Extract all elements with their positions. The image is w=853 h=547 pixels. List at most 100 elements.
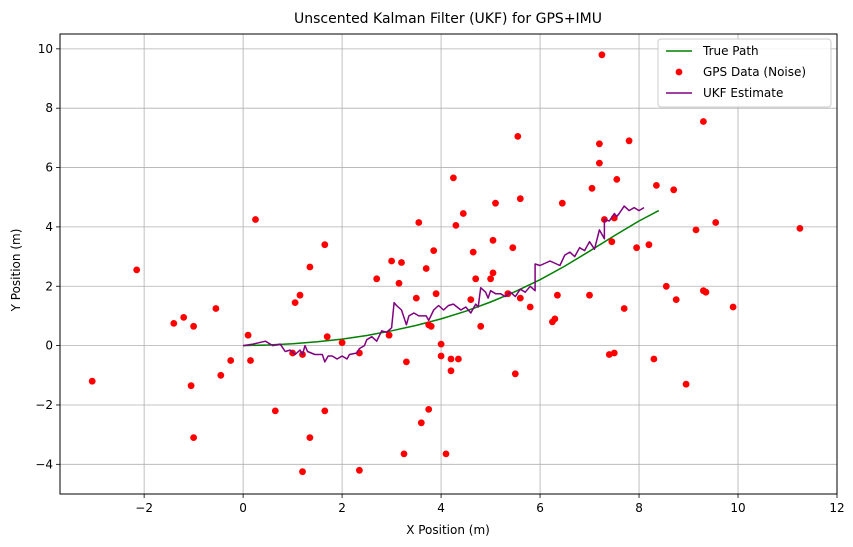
gps-point bbox=[477, 322, 485, 330]
gps-point bbox=[180, 314, 188, 321]
gps-point bbox=[400, 450, 408, 458]
gps-point bbox=[88, 377, 96, 385]
gps-point bbox=[598, 51, 606, 59]
gps-point bbox=[662, 282, 670, 290]
y-tick-label: 8 bbox=[45, 101, 53, 115]
gps-point bbox=[452, 222, 460, 229]
gps-point bbox=[212, 305, 220, 312]
gps-point bbox=[489, 269, 497, 277]
gps-point bbox=[425, 406, 433, 413]
gps-point bbox=[447, 367, 455, 375]
ukf-estimate-line bbox=[242, 205, 645, 363]
gps-point bbox=[692, 226, 700, 234]
y-tick-label: 6 bbox=[45, 161, 53, 175]
gps-point bbox=[450, 174, 457, 182]
y-tick-label: 10 bbox=[38, 42, 53, 56]
gps-point bbox=[613, 176, 621, 183]
x-ticks: −2 0 2 4 6 8 10 12 bbox=[135, 494, 845, 515]
gps-point bbox=[702, 288, 710, 296]
gps-point bbox=[442, 450, 450, 458]
gps-point bbox=[653, 182, 660, 189]
gps-point bbox=[403, 358, 410, 366]
x-axis-label: X Position (m) bbox=[406, 523, 490, 537]
x-tick-label: 2 bbox=[338, 501, 346, 515]
true-path-line bbox=[243, 209, 660, 347]
gps-point bbox=[190, 322, 198, 330]
gps-point bbox=[338, 339, 346, 346]
gps-point bbox=[385, 331, 393, 339]
gps-point bbox=[596, 140, 603, 148]
legend-swatch bbox=[675, 68, 683, 76]
gps-point bbox=[170, 320, 178, 327]
gps-point bbox=[187, 382, 195, 390]
gps-point bbox=[437, 352, 445, 360]
y-tick-label: 4 bbox=[45, 220, 53, 234]
gps-point bbox=[244, 331, 252, 339]
series-true-path bbox=[243, 209, 660, 347]
gps-point bbox=[422, 265, 430, 272]
gps-point bbox=[412, 294, 420, 302]
gps-point bbox=[247, 357, 254, 364]
gps-point bbox=[306, 434, 314, 441]
gps-point bbox=[321, 241, 329, 249]
gps-point bbox=[712, 219, 720, 226]
series-gps-data-noise bbox=[88, 51, 804, 476]
y-tick-label: 0 bbox=[45, 339, 53, 353]
gps-point bbox=[469, 248, 477, 256]
gps-point bbox=[388, 257, 395, 265]
gps-point bbox=[472, 275, 480, 283]
gps-point bbox=[511, 370, 519, 378]
gps-point bbox=[729, 303, 737, 311]
gps-point bbox=[398, 259, 405, 266]
gps-point bbox=[516, 195, 524, 203]
series-ukf-estimate bbox=[242, 205, 645, 363]
gps-point bbox=[682, 380, 690, 388]
y-tick-label: 2 bbox=[45, 279, 53, 293]
series-layer bbox=[88, 51, 804, 476]
gps-point bbox=[526, 303, 534, 311]
gps-point bbox=[492, 199, 499, 207]
gps-point bbox=[558, 199, 566, 207]
legend-label: GPS Data (Noise) bbox=[703, 65, 806, 79]
gps-point bbox=[252, 216, 259, 223]
x-tick-label: 0 bbox=[239, 501, 247, 515]
gps-point bbox=[554, 291, 561, 299]
y-tick-label: −2 bbox=[35, 398, 53, 412]
gps-point bbox=[514, 133, 522, 140]
x-tick-label: 12 bbox=[829, 501, 844, 515]
legend-label: UKF Estimate bbox=[703, 86, 783, 100]
gps-point bbox=[586, 291, 593, 299]
x-tick-label: 8 bbox=[635, 501, 643, 515]
gps-point bbox=[610, 349, 618, 357]
x-tick-label: 4 bbox=[437, 501, 445, 515]
gps-point bbox=[271, 407, 279, 415]
y-ticks: −4 −2 0 2 4 6 8 10 bbox=[35, 42, 60, 471]
gps-point bbox=[190, 434, 198, 441]
gps-point bbox=[323, 333, 331, 341]
legend-box bbox=[657, 38, 832, 108]
gps-point bbox=[296, 291, 304, 299]
gps-point bbox=[509, 244, 517, 252]
y-axis-label: Y Position (m) bbox=[9, 229, 23, 313]
gps-point bbox=[455, 355, 462, 363]
gps-point bbox=[356, 466, 363, 474]
gps-point bbox=[299, 468, 306, 476]
gps-point bbox=[516, 294, 524, 302]
gps-point bbox=[417, 419, 425, 427]
gps-point bbox=[133, 266, 141, 274]
chart-title: Unscented Kalman Filter (UKF) for GPS+IM… bbox=[294, 11, 602, 27]
gps-point bbox=[650, 355, 658, 363]
gps-point bbox=[796, 225, 804, 232]
gps-point bbox=[306, 263, 314, 271]
gps-point bbox=[467, 296, 475, 303]
plot-frame bbox=[59, 33, 838, 495]
gps-point bbox=[395, 279, 403, 287]
gps-point bbox=[625, 137, 633, 145]
gps-point bbox=[588, 184, 596, 192]
y-tick-label: −4 bbox=[35, 457, 53, 471]
gps-point bbox=[430, 247, 438, 255]
gps-point bbox=[415, 219, 423, 226]
legend-label: True Path bbox=[702, 44, 759, 58]
gps-point bbox=[373, 275, 381, 283]
gps-point bbox=[459, 210, 467, 217]
